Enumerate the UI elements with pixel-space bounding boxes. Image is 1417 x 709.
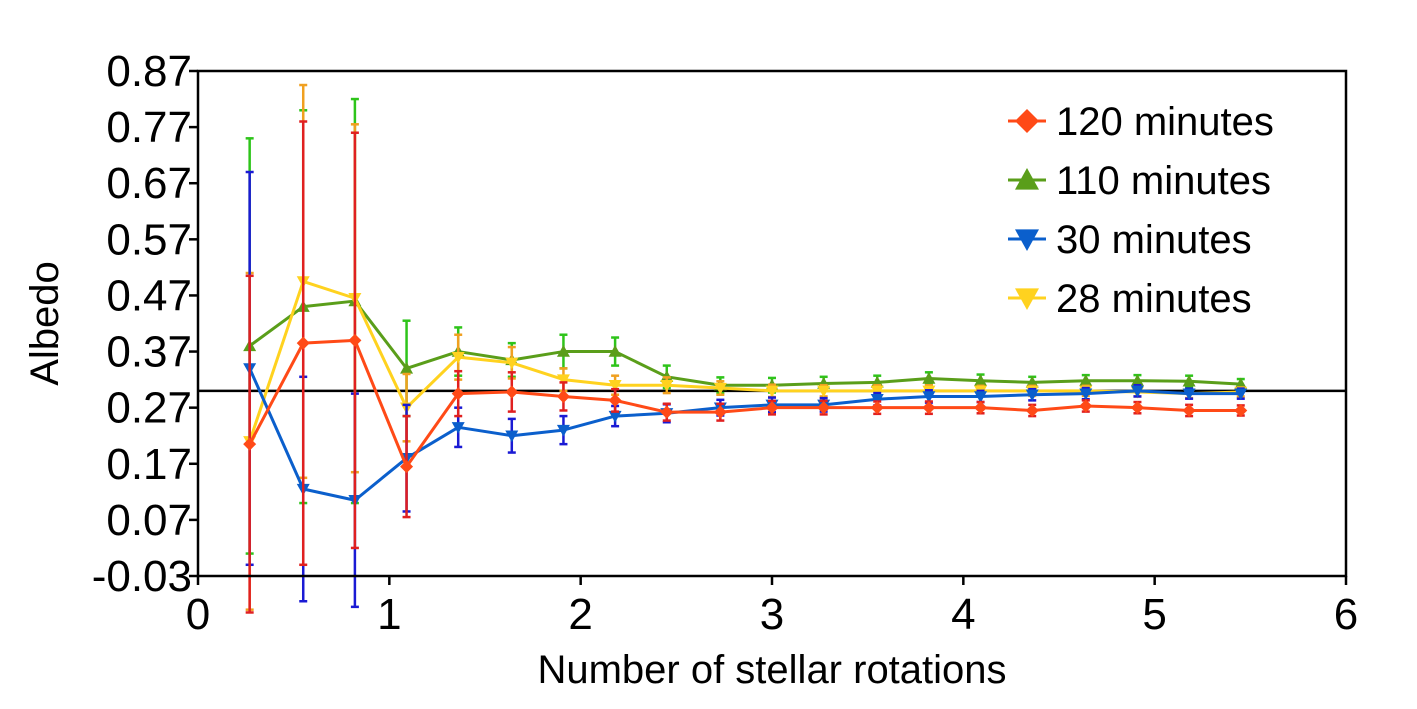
data-point	[1234, 403, 1248, 417]
y-tick-label: 0.47	[106, 271, 192, 320]
data-point	[870, 394, 884, 406]
data-point	[556, 345, 570, 357]
data-point	[451, 387, 465, 401]
data-point	[1025, 403, 1039, 417]
data-point	[556, 424, 570, 437]
data-point	[713, 405, 727, 419]
data-point	[608, 380, 622, 392]
data-point	[974, 391, 988, 403]
data-point	[1130, 374, 1144, 386]
plot-area	[196, 69, 1348, 614]
x-tick-label: 4	[951, 590, 975, 639]
data-point	[870, 401, 884, 415]
data-point	[400, 361, 414, 374]
data-point	[1025, 389, 1039, 402]
legend-label: 110 minutes	[1056, 159, 1271, 203]
data-point	[243, 437, 257, 451]
data-point	[451, 422, 465, 434]
y-tick-label: -0.03	[92, 552, 192, 601]
data-point	[348, 333, 362, 347]
y-tick-label: 0.07	[106, 496, 192, 545]
legend-marker-icon	[1015, 288, 1039, 310]
legend-item: 28 minutes	[1008, 277, 1252, 321]
data-point	[1130, 401, 1144, 415]
y-axis-title: Albedo	[23, 261, 67, 386]
data-point	[922, 391, 936, 403]
data-point	[505, 430, 519, 443]
plot-frame	[196, 69, 1348, 578]
legend-marker-icon	[1015, 168, 1039, 190]
data-point	[608, 393, 622, 407]
x-tick-label: 5	[1142, 590, 1166, 639]
y-tick-label: 0.87	[106, 47, 192, 96]
x-axis: 0 1 2 3 4 5 6	[186, 576, 1358, 639]
y-tick-label: 0.77	[106, 103, 192, 152]
data-point	[400, 460, 414, 474]
data-point	[922, 371, 936, 384]
legend-marker-icon	[1015, 109, 1039, 133]
y-tick-label: 0.27	[106, 384, 192, 433]
data-point	[1079, 388, 1093, 401]
data-point	[505, 357, 519, 370]
legend: 120 minutes 110 minutes 30 minutes 28 minut…	[1008, 100, 1274, 321]
x-tick-label: 0	[186, 590, 210, 639]
data-point	[817, 401, 831, 415]
data-point	[660, 405, 674, 419]
y-axis: -0.03 0.07 0.17 0.27 0.37 0.47 0.57 0.67 0.77 0.8…	[92, 47, 198, 601]
x-axis-title: Number of stellar rotations	[537, 648, 1006, 692]
data-point	[1182, 374, 1196, 387]
series-line	[248, 338, 1241, 469]
data-point	[608, 345, 622, 357]
data-point	[608, 410, 622, 423]
legend-item: 30 minutes	[1008, 218, 1252, 262]
data-point	[974, 401, 988, 415]
series-line	[248, 279, 1241, 442]
series-120-minutes	[243, 120, 1248, 614]
data-point	[765, 401, 779, 415]
legend-item: 110 minutes	[1008, 159, 1271, 203]
data-point	[870, 385, 884, 398]
legend-item: 120 minutes	[1008, 100, 1274, 144]
x-tick-label: 2	[568, 590, 592, 639]
series-line	[248, 299, 1241, 387]
data-point	[1182, 388, 1196, 401]
legend-label: 120 minutes	[1056, 100, 1274, 144]
x-tick-label: 6	[1334, 590, 1358, 639]
y-tick-label: 0.37	[106, 328, 192, 377]
y-tick-label: 0.67	[106, 159, 192, 208]
legend-marker-icon	[1015, 229, 1039, 251]
data-point	[1079, 399, 1093, 413]
data-point	[1234, 388, 1248, 401]
data-point	[765, 385, 779, 398]
data-point	[451, 351, 465, 364]
legend-label: 28 minutes	[1056, 277, 1252, 321]
y-tick-label: 0.17	[106, 440, 192, 489]
y-tick-label: 0.57	[106, 215, 192, 264]
data-point	[1079, 374, 1093, 386]
data-point	[974, 374, 988, 386]
data-point	[713, 382, 727, 395]
data-point	[556, 389, 570, 403]
data-point	[505, 385, 519, 399]
data-point	[1130, 385, 1144, 398]
legend-label: 30 minutes	[1056, 218, 1252, 262]
data-point	[922, 401, 936, 415]
data-point	[1182, 403, 1196, 417]
data-point	[660, 380, 674, 392]
data-point	[296, 336, 310, 350]
data-point	[817, 385, 831, 398]
data-point	[556, 374, 570, 387]
x-tick-label: 3	[760, 590, 784, 639]
x-tick-label: 1	[377, 590, 401, 639]
